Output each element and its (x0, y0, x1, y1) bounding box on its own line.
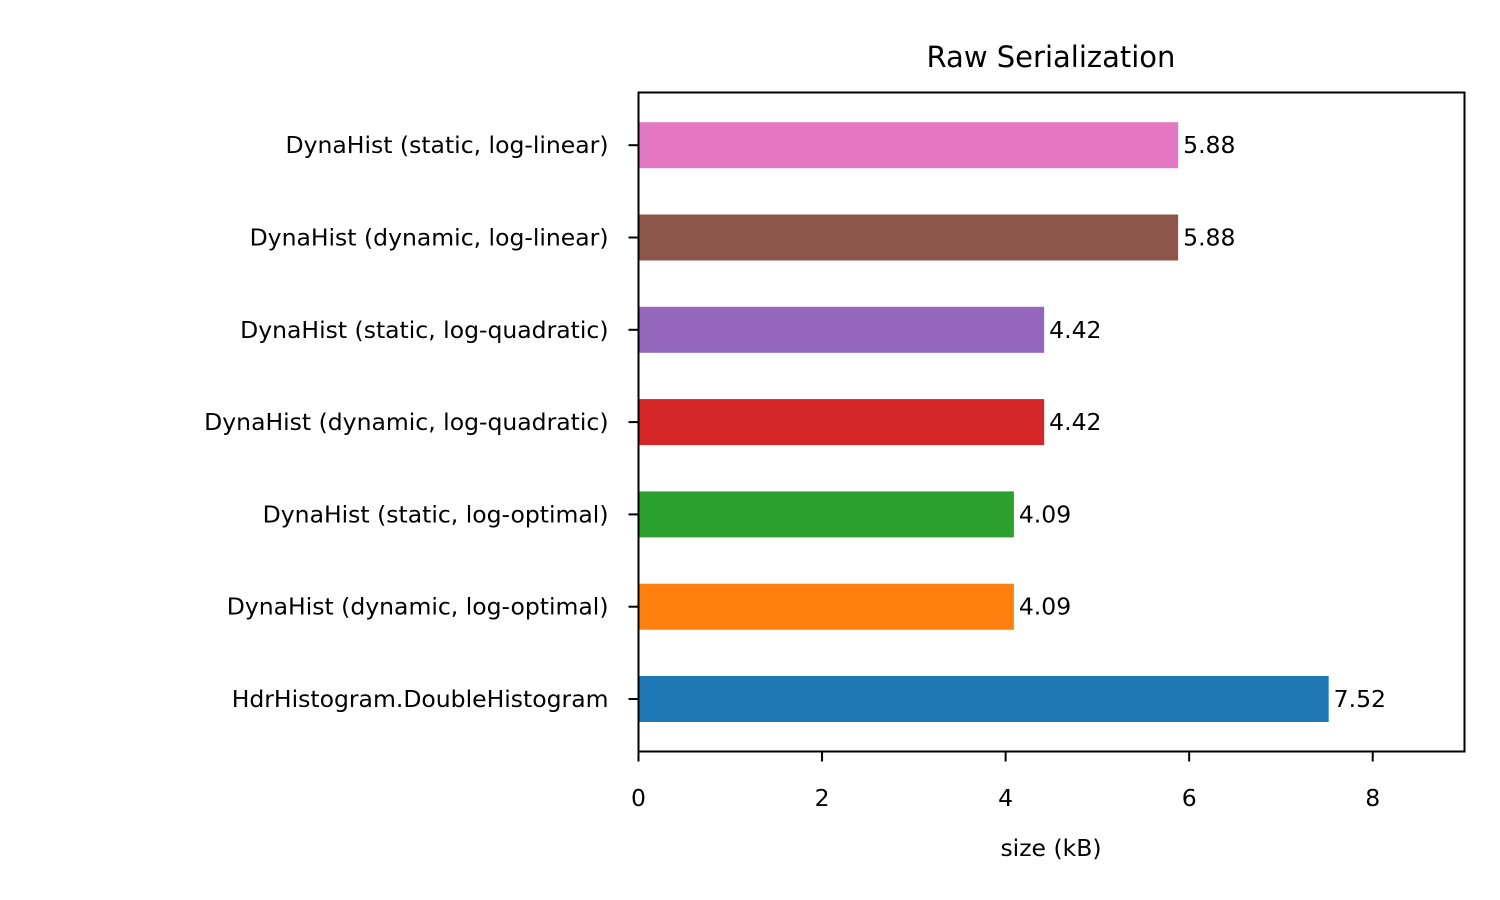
x-tick-label: 6 (1182, 784, 1197, 812)
x-tick-label: 2 (815, 784, 830, 812)
category-label: HdrHistogram.DoubleHistogram (232, 685, 609, 713)
category-labels: HdrHistogram.DoubleHistogram DynaHist (dy… (204, 131, 639, 713)
bar (638, 399, 1045, 446)
bar (638, 122, 1179, 169)
bar-value-label: 5.88 (1183, 131, 1235, 159)
data-labels: 7.52 4.09 4.09 4.42 4.42 5.88 5.88 (1019, 131, 1386, 713)
category-label: DynaHist (static, log-linear) (286, 131, 609, 159)
category-label: DynaHist (dynamic, log-optimal) (227, 593, 609, 621)
bar-value-label: 5.88 (1183, 224, 1235, 252)
bar-value-label: 4.09 (1019, 500, 1071, 528)
category-label: DynaHist (dynamic, log-quadratic) (204, 408, 608, 436)
bar-value-label: 4.42 (1049, 316, 1101, 344)
bars-group (638, 122, 1329, 722)
x-tick-label: 8 (1365, 784, 1380, 812)
bar (638, 583, 1014, 630)
x-tick-label: 0 (631, 784, 646, 812)
bar (638, 676, 1329, 722)
bar-value-label: 7.52 (1334, 685, 1386, 713)
bar (638, 306, 1045, 353)
x-axis-label: size (kB) (1000, 834, 1101, 862)
x-axis-ticks: 0 2 4 6 8 (631, 751, 1380, 812)
chart-title: Raw Serialization (927, 40, 1176, 74)
plot-frame (637, 91, 1466, 753)
bar (638, 214, 1179, 261)
category-label: DynaHist (static, log-optimal) (263, 500, 609, 528)
bar (638, 491, 1014, 538)
category-label: DynaHist (dynamic, log-linear) (250, 224, 609, 252)
bar-value-label: 4.09 (1019, 593, 1071, 621)
x-tick-label: 4 (998, 784, 1013, 812)
category-label: DynaHist (static, log-quadratic) (240, 316, 608, 344)
bar-value-label: 4.42 (1049, 408, 1101, 436)
